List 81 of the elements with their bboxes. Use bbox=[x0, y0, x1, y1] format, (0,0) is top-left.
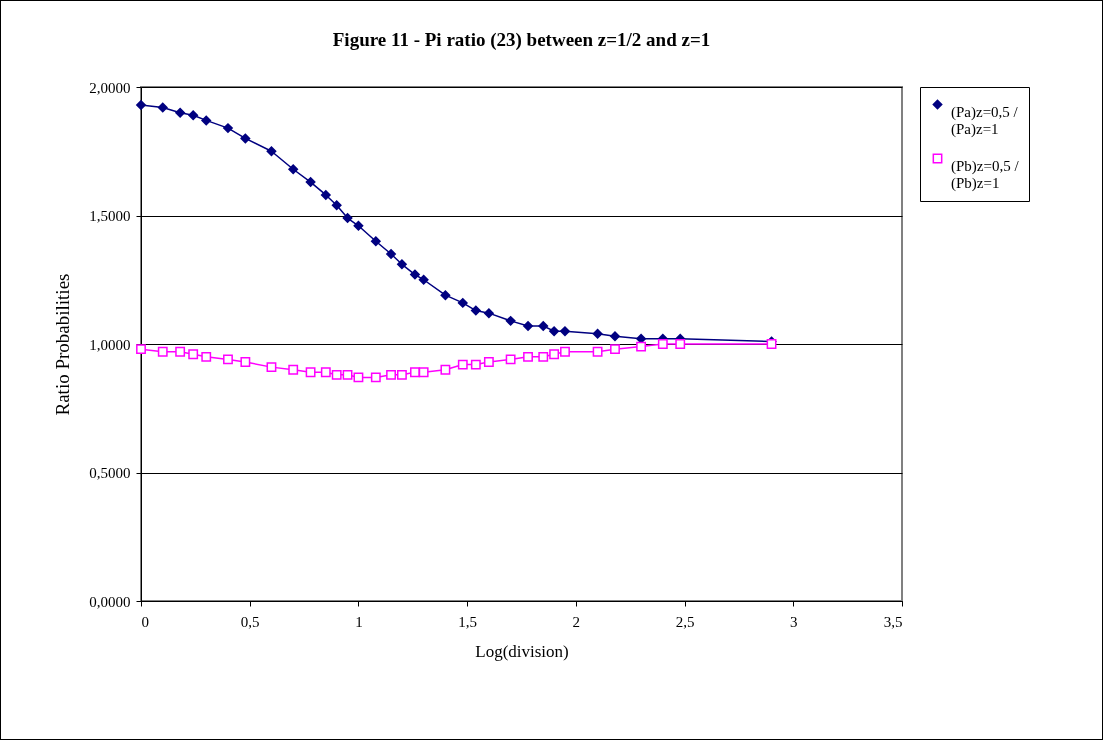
point bbox=[370, 236, 381, 247]
x-tick-label: 2 bbox=[572, 613, 581, 630]
legend-label: (Pa)z=0,5 / (Pa)z=1 bbox=[951, 103, 1019, 138]
point bbox=[396, 369, 407, 380]
point bbox=[483, 357, 494, 367]
point bbox=[538, 351, 549, 362]
point bbox=[457, 297, 468, 308]
point bbox=[538, 321, 549, 331]
x-tick-label: 3,5 bbox=[883, 613, 903, 630]
point bbox=[266, 362, 277, 373]
point bbox=[610, 331, 620, 342]
point bbox=[223, 354, 233, 365]
point bbox=[331, 200, 342, 211]
point bbox=[370, 372, 381, 383]
x-tick-label: 0 bbox=[141, 613, 149, 630]
point bbox=[549, 349, 560, 360]
point bbox=[342, 369, 353, 380]
point bbox=[320, 367, 331, 378]
point bbox=[240, 357, 251, 367]
chart-title: Figure 11 - Pi ratio (23) between z=1/2 and z=1 bbox=[332, 29, 711, 51]
point bbox=[331, 369, 342, 380]
point bbox=[410, 269, 420, 280]
point bbox=[657, 339, 668, 349]
point bbox=[305, 177, 316, 188]
x-tick-label: 1 bbox=[355, 613, 363, 630]
point bbox=[223, 123, 233, 134]
point bbox=[157, 346, 168, 357]
point bbox=[342, 213, 353, 223]
point bbox=[396, 259, 407, 270]
point bbox=[305, 367, 316, 378]
point bbox=[418, 367, 429, 378]
x-axis-title: Log(division) bbox=[475, 641, 569, 661]
point bbox=[288, 164, 299, 175]
point bbox=[610, 344, 620, 355]
point bbox=[440, 364, 451, 375]
x-tick-label: 2,5 bbox=[675, 613, 695, 630]
point bbox=[201, 115, 212, 126]
point bbox=[592, 328, 603, 339]
point bbox=[410, 367, 420, 378]
point bbox=[136, 344, 146, 355]
point bbox=[288, 364, 299, 375]
point bbox=[240, 133, 251, 144]
point bbox=[440, 290, 451, 301]
y-tick-label: 0,5000 bbox=[89, 465, 131, 481]
y-tick-label: 0,0000 bbox=[89, 593, 131, 610]
point bbox=[386, 369, 396, 380]
x-tick-label: 0,5 bbox=[240, 613, 260, 630]
point bbox=[483, 308, 494, 319]
point bbox=[523, 321, 533, 331]
point bbox=[136, 100, 146, 110]
point bbox=[505, 354, 516, 365]
point bbox=[418, 274, 429, 285]
point bbox=[353, 220, 364, 231]
point bbox=[560, 346, 570, 357]
point bbox=[266, 146, 277, 157]
point bbox=[470, 305, 481, 316]
point bbox=[523, 351, 533, 362]
x-tick-label: 3 bbox=[790, 613, 798, 630]
point bbox=[457, 359, 468, 370]
point bbox=[386, 249, 396, 259]
point bbox=[470, 359, 481, 370]
y-tick-label: 2,0000 bbox=[89, 79, 131, 96]
y-axis-title: Ratio Probabilities bbox=[52, 273, 74, 416]
legend-label: (Pb)z=0,5 / (Pb)z=1 bbox=[951, 157, 1020, 192]
y-tick-label: 1,0000 bbox=[89, 336, 131, 353]
point bbox=[188, 110, 199, 121]
point bbox=[675, 339, 686, 349]
x-tick-label: 1,5 bbox=[458, 613, 478, 630]
point bbox=[549, 326, 560, 337]
point bbox=[505, 315, 516, 326]
point bbox=[201, 351, 212, 362]
point bbox=[636, 341, 647, 352]
point bbox=[320, 190, 331, 200]
point bbox=[560, 326, 570, 337]
point bbox=[353, 372, 364, 383]
point bbox=[175, 346, 186, 357]
point bbox=[188, 349, 199, 360]
point bbox=[157, 102, 168, 113]
point bbox=[175, 107, 186, 118]
point bbox=[592, 346, 603, 357]
y-tick-label: 1,5000 bbox=[89, 208, 131, 224]
